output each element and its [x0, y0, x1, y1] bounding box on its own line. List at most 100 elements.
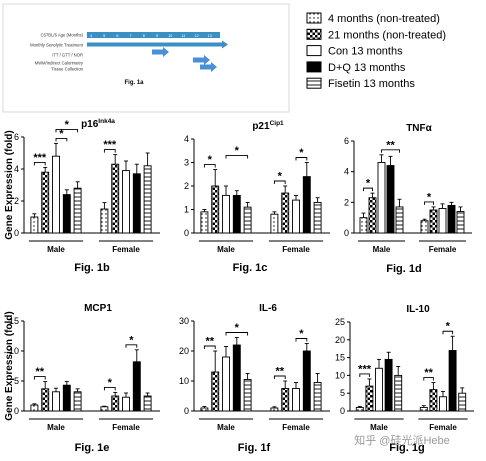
chart-panel-fig-1e: 0 5 10 15 MCP1 Gene Expression (fold) Male Fema…: [4, 303, 160, 454]
significance-label: **: [276, 366, 285, 378]
bar: [377, 162, 386, 234]
bar: [438, 208, 447, 234]
bar: [313, 382, 322, 412]
y-tick-label: 0: [344, 228, 349, 238]
significance-bracket: [273, 375, 286, 379]
legend-swatch: [306, 61, 322, 73]
fig-1a-row-label: Tissue Collection: [51, 67, 83, 72]
fig-1a-arrow-head: [204, 55, 210, 65]
fig-1a-row-label: MWM/Indirect Calorimetry: [35, 61, 84, 66]
bar: [302, 350, 311, 412]
significance-label: *: [235, 322, 240, 334]
bar: [420, 220, 429, 234]
charts: 0 2 4 6 p16Ink4a Gene Expression (fold) Male Fe…: [4, 118, 474, 454]
legend-label: Fisetin 13 months: [328, 78, 415, 90]
significance-label: *: [235, 145, 240, 157]
fig-1a-age-tick: 4: [90, 34, 92, 38]
bar: [143, 165, 152, 234]
fig-1a-arrow-body: [200, 64, 211, 70]
bar: [200, 211, 209, 234]
legend-swatch: [306, 28, 322, 40]
significance-label: *: [366, 178, 371, 190]
significance-bracket: [203, 164, 216, 168]
bar: [395, 206, 404, 234]
significance-bracket: [55, 137, 68, 142]
figure-label: Fig. 1f: [238, 442, 271, 454]
y-tick-label: 15: [335, 353, 345, 363]
group-label: Female: [429, 423, 457, 432]
group-label: Female: [282, 245, 310, 254]
significance-label: *: [299, 328, 304, 340]
bar: [111, 163, 120, 234]
bar: [200, 407, 209, 412]
figure-label: Fig. 1g: [389, 442, 424, 454]
bar: [132, 361, 141, 412]
y-tick-label: 10: [9, 346, 19, 356]
fig-1a-age-bar: [87, 32, 220, 38]
bar: [232, 194, 241, 234]
y-tick-label: 6: [344, 136, 349, 146]
chart-title: TNFα: [406, 123, 432, 134]
bar: [292, 199, 300, 234]
bar: [52, 391, 60, 412]
significance-bracket: [423, 377, 434, 381]
y-tick-label: 20: [179, 346, 189, 356]
bar: [281, 388, 290, 412]
y-tick-label: 4: [344, 167, 349, 177]
fig-1a-age-tick: 11: [181, 34, 185, 38]
significance-label: *: [299, 147, 304, 159]
bar: [243, 206, 252, 234]
significance-bracket: [363, 187, 373, 192]
chart-title: p16Ink4a: [81, 118, 115, 130]
y-tick-label: 4: [184, 134, 189, 144]
watermark-text: 知乎 @硅光派Hebe: [354, 433, 450, 447]
group-label: Female: [112, 245, 140, 254]
significance-label: *: [446, 321, 451, 333]
y-tick-label: 0: [14, 228, 19, 238]
bar: [143, 395, 152, 412]
group-label: Female: [282, 423, 310, 432]
fig-1a-arrow-head: [163, 47, 169, 57]
significance-label: *: [65, 119, 70, 131]
bar: [132, 173, 141, 234]
chart-title-sup: Cip1: [270, 120, 284, 127]
y-tick-label: 4: [14, 164, 19, 174]
y-tick-label: 20: [335, 335, 345, 345]
fig-1a-frame: [2, 3, 290, 113]
significance-bracket: [424, 201, 434, 205]
significance-label: *: [108, 377, 113, 389]
bar: [100, 208, 109, 234]
figure-label: Fig. 1b: [74, 262, 110, 274]
bar: [62, 384, 71, 412]
bar: [419, 406, 428, 412]
bar: [211, 185, 220, 234]
bar: [447, 204, 456, 234]
bar: [62, 194, 71, 234]
significance-label: **: [36, 366, 45, 378]
bar: [270, 213, 279, 234]
y-tick-label: 0: [184, 406, 189, 416]
bar: [270, 407, 279, 412]
fig-1a-age-tick: 13: [208, 34, 212, 38]
fig-1a-age-tick: 5: [103, 34, 105, 38]
y-tick-label: 30: [179, 316, 189, 326]
bar: [458, 392, 467, 412]
bar: [365, 385, 374, 412]
significance-bracket: [359, 373, 370, 377]
group-label: Male: [373, 245, 391, 254]
bar: [30, 404, 39, 412]
fig-1a-treatment-bar: [87, 42, 222, 47]
chart-title: p21Cip1: [252, 120, 284, 132]
legend-label: 21 months (non-treated): [328, 29, 446, 41]
fig-1a-age-tick: 12: [194, 34, 198, 38]
fig-1a-row-label: ITT / GTT / NOR: [52, 53, 83, 58]
bar: [122, 170, 130, 234]
significance-label: *: [278, 171, 283, 183]
y-axis-label: Gene Expression (fold): [4, 311, 15, 420]
fig-1a-age-tick: 9: [156, 34, 158, 38]
bar: [243, 379, 252, 412]
significance-label: *: [129, 334, 134, 346]
bar: [456, 211, 465, 234]
